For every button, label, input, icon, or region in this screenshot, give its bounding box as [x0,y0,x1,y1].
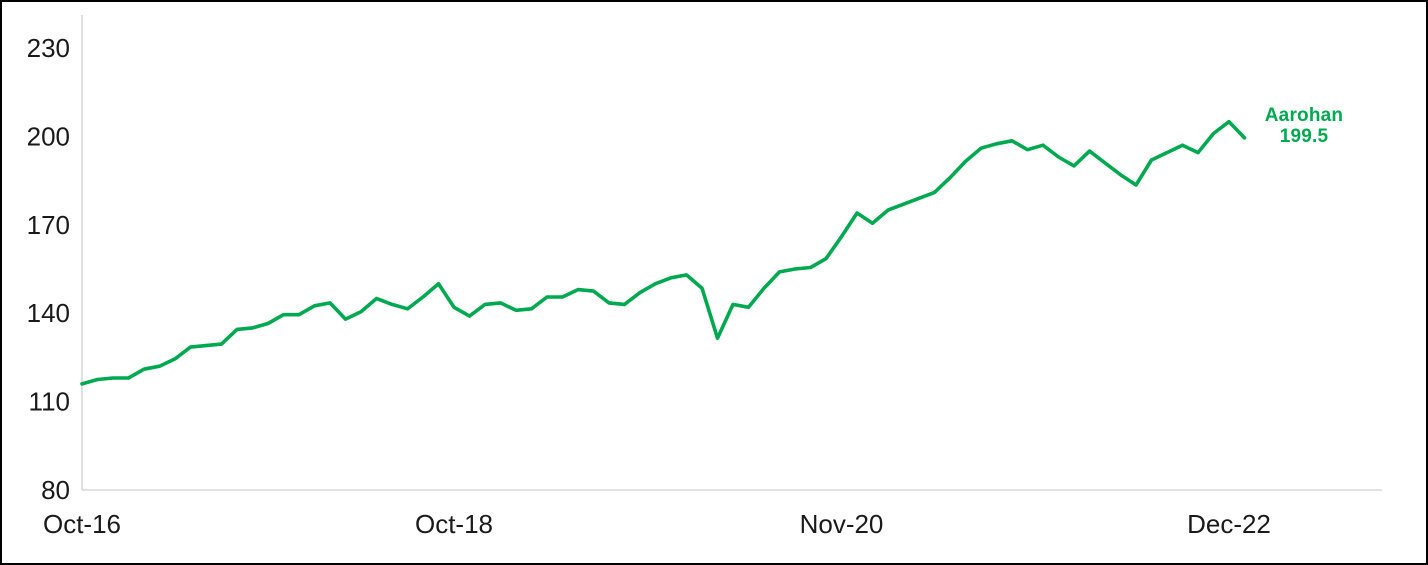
x-axis-tick-label: Nov-20 [800,509,884,539]
y-axis-tick-label: 80 [41,475,70,505]
y-axis-tick-label: 230 [27,33,70,63]
x-axis-tick-label: Oct-18 [415,509,493,539]
y-axis-tick-label: 170 [27,210,70,240]
y-axis-tick-label: 200 [27,121,70,151]
y-axis-tick-label: 110 [29,387,70,417]
series-name-label: Aarohan [1264,105,1344,126]
x-axis-tick-label: Oct-16 [43,509,121,539]
y-axis-tick-label: 140 [27,298,70,328]
series-end-label: Aarohan 199.5 [1242,105,1366,147]
series-end-value: 199.5 [1279,126,1329,147]
series-line-aarohan [80,119,1247,386]
x-axis-tick-label: Dec-22 [1187,509,1271,539]
